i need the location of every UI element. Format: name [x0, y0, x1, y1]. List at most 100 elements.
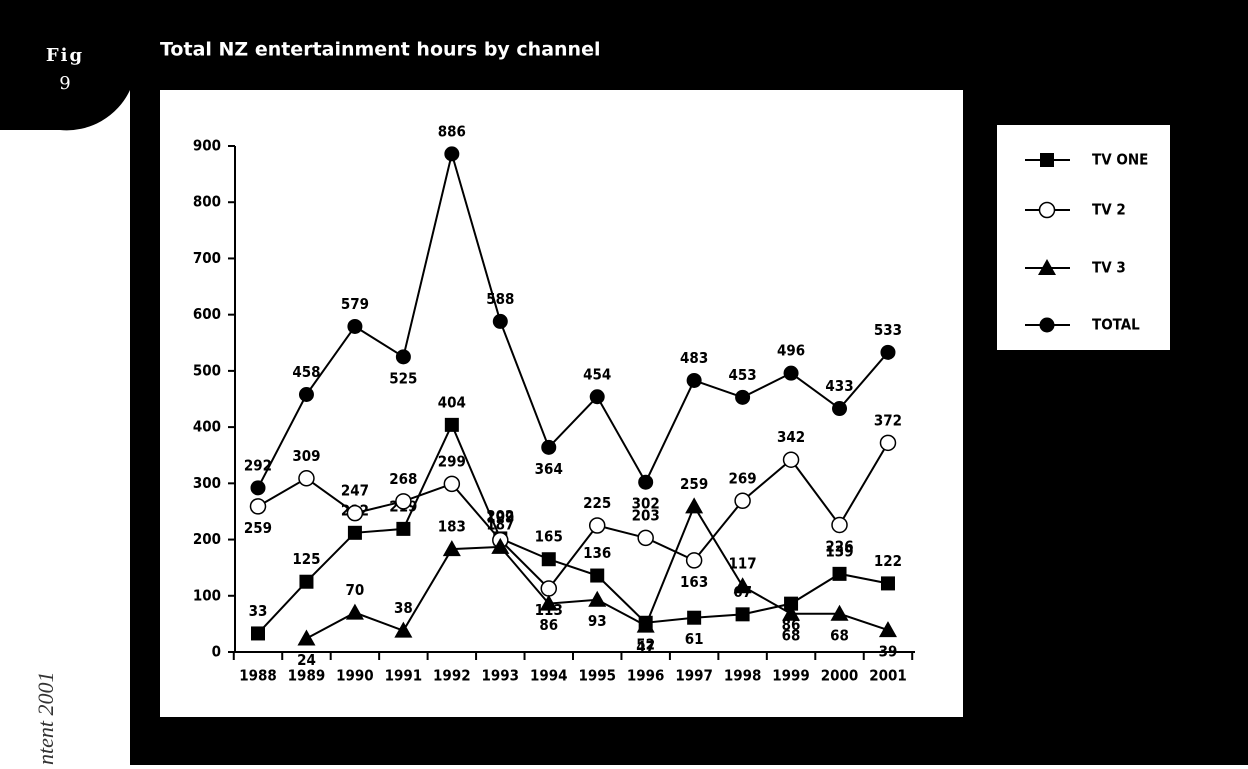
- data-label: 268: [389, 470, 417, 488]
- marker-circle: [880, 344, 896, 360]
- data-label: 433: [825, 377, 853, 395]
- marker-open-circle: [1038, 201, 1056, 219]
- marker-open-circle: [879, 434, 897, 452]
- data-label: 226: [825, 537, 853, 555]
- y-tick-label: 200: [193, 530, 221, 548]
- data-label: 292: [244, 456, 272, 474]
- marker-circle: [783, 365, 799, 381]
- marker-circle: [735, 389, 751, 405]
- data-label: 202: [486, 507, 514, 525]
- data-label: 24: [297, 651, 316, 669]
- data-label: 259: [680, 475, 708, 493]
- data-label: 247: [341, 482, 369, 500]
- marker-triangle: [491, 537, 510, 554]
- marker-square: [687, 610, 702, 625]
- marker-triangle: [394, 621, 413, 638]
- marker-open-circle: [395, 493, 412, 510]
- marker-triangle: [733, 577, 752, 594]
- data-label: 61: [685, 630, 704, 648]
- data-label: 364: [535, 460, 563, 478]
- marker-triangle: [782, 604, 801, 621]
- marker-square: [880, 576, 895, 591]
- x-tick-label: 1995: [578, 667, 616, 685]
- marker-open-circle: [685, 552, 703, 569]
- marker-circle: [395, 349, 411, 365]
- marker-circle: [686, 372, 702, 388]
- fig-label: Fig: [46, 45, 84, 66]
- marker-square: [784, 596, 799, 611]
- data-label: 163: [680, 573, 708, 591]
- y-tick-label: 100: [193, 586, 221, 604]
- y-tick-label: 800: [193, 193, 221, 211]
- x-tick-label: 1994: [530, 667, 568, 685]
- marker-circle: [589, 389, 605, 405]
- data-label: 309: [292, 447, 320, 465]
- data-label: 533: [874, 321, 902, 339]
- marker-open-circle: [540, 580, 558, 597]
- data-label: 125: [292, 550, 320, 568]
- x-tick-label: 1990: [336, 667, 374, 685]
- legend-label: TV ONE: [1092, 151, 1148, 169]
- data-label: 117: [729, 555, 757, 573]
- marker-triangle: [539, 594, 558, 611]
- data-label: 588: [486, 290, 514, 308]
- y-tick-label: 0: [212, 643, 221, 661]
- series-line: [257, 422, 889, 635]
- legend-label: TOTAL: [1092, 316, 1140, 334]
- y-tick-label: 900: [193, 137, 221, 155]
- marker-triangle: [588, 590, 607, 607]
- data-label: 39: [879, 643, 898, 661]
- x-tick-label: 1998: [724, 667, 762, 685]
- data-label: 454: [583, 365, 611, 383]
- marker-triangle: [636, 616, 655, 633]
- marker-circle: [832, 401, 848, 417]
- marker-open-circle: [443, 475, 461, 493]
- marker-open-circle: [831, 516, 848, 534]
- marker-circle: [347, 318, 363, 334]
- x-tick-label: 2000: [821, 667, 859, 685]
- marker-circle: [541, 439, 557, 455]
- x-tick-label: 1996: [627, 667, 665, 685]
- x-tick-label: 1988: [239, 667, 277, 685]
- marker-triangle: [830, 604, 849, 621]
- legend-box: [997, 125, 1170, 350]
- data-label: 70: [346, 581, 365, 599]
- marker-circle: [638, 474, 654, 490]
- x-tick-label: 1989: [288, 667, 326, 685]
- series-line: [257, 149, 889, 489]
- fig-badge: [0, 0, 130, 131]
- data-label: 187: [486, 515, 514, 533]
- data-label: 183: [438, 518, 466, 536]
- marker-square: [251, 626, 265, 641]
- data-label: 47: [636, 638, 655, 656]
- marker-open-circle: [346, 504, 364, 522]
- marker-open-circle: [734, 492, 751, 510]
- marker-square: [832, 566, 847, 581]
- marker-open-circle: [782, 451, 800, 468]
- data-label: 199: [486, 509, 514, 527]
- marker-triangle: [345, 603, 364, 620]
- series-line: [257, 442, 889, 590]
- marker-triangle: [442, 540, 461, 557]
- marker-open-circle: [637, 529, 654, 547]
- marker-square: [590, 568, 605, 583]
- legend-label: TV 3: [1092, 259, 1126, 277]
- y-tick-label: 300: [193, 474, 221, 492]
- x-tick-label: 1997: [675, 667, 713, 685]
- data-label: 122: [874, 552, 902, 570]
- y-tick-label: 500: [193, 361, 221, 379]
- plot-panel: [160, 90, 963, 717]
- data-label: 525: [389, 369, 417, 387]
- fig-number: 9: [59, 73, 70, 94]
- marker-square: [396, 521, 411, 536]
- data-label: 225: [583, 494, 611, 512]
- data-label: 269: [729, 469, 757, 487]
- marker-square: [735, 607, 750, 622]
- marker-circle: [492, 313, 508, 329]
- marker-triangle: [297, 629, 316, 646]
- marker-open-circle: [298, 470, 315, 487]
- marker-square: [299, 574, 314, 589]
- data-label: 404: [438, 393, 466, 411]
- marker-open-circle: [588, 517, 606, 534]
